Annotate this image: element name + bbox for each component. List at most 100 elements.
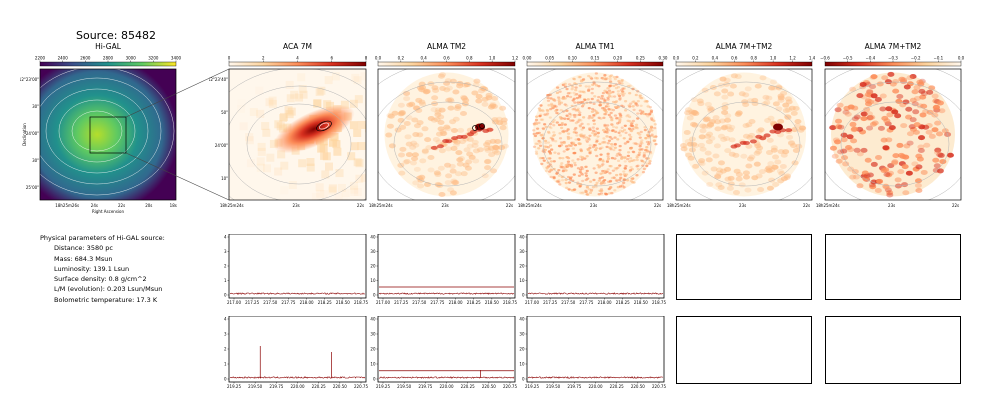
map-pixel: [928, 133, 936, 139]
map-pixel: [621, 94, 625, 97]
map-pixel: [541, 127, 545, 130]
map-pixel: [697, 101, 705, 107]
map-pixel: [863, 173, 871, 179]
map-pixel: [444, 180, 452, 186]
map-pixel: [562, 97, 566, 100]
map-pixel: [690, 109, 698, 115]
map-pixel: [720, 136, 728, 142]
map-pixel: [313, 99, 322, 108]
map-pixel: [546, 99, 551, 102]
map-pixel: [636, 99, 640, 103]
map-pixel: [938, 108, 946, 114]
map-pixel: [626, 119, 630, 122]
map-pixel: [606, 96, 610, 99]
map-pixel: [578, 75, 582, 79]
map-pixel: [549, 97, 553, 100]
map-pixel: [618, 129, 623, 132]
map-contour: [40, 69, 175, 196]
map-pixel: [680, 146, 688, 152]
map-pixel: [721, 88, 729, 94]
map-pixel: [416, 120, 424, 126]
map-pixel: [563, 82, 567, 86]
map-pixel: [594, 76, 598, 80]
map-pixel: [615, 154, 619, 157]
x-tick-label: 18h25m24s: [816, 203, 840, 208]
map-pixel: [638, 145, 642, 148]
map-pixel: [287, 107, 296, 116]
map-pixel: [620, 78, 624, 82]
map-pixel: [896, 142, 904, 148]
map-pixel: [709, 119, 717, 125]
map-pixel: [628, 160, 632, 163]
spectrum-frame: [377, 316, 516, 383]
map-pixel: [844, 111, 852, 117]
map-pixel: [609, 186, 613, 189]
map-pixel: [634, 102, 638, 105]
map-pixel: [742, 92, 750, 98]
map-pixel: [628, 169, 633, 172]
spectrum-line: [527, 292, 664, 295]
map-contour: [825, 81, 961, 200]
map-pixel: [590, 77, 594, 80]
map-pixel: [539, 118, 543, 121]
map-pixel: [610, 123, 614, 127]
map-pixel: [600, 181, 604, 184]
x-tick-label: 217.25: [543, 300, 557, 305]
map-pixel: [435, 131, 443, 137]
map-pixel: [445, 85, 453, 91]
map-pixel: [765, 165, 773, 171]
map-pixel: [717, 184, 725, 190]
colorbar-tick-label: 2400: [58, 56, 69, 61]
map-pixel: [842, 161, 850, 167]
y-tick-label: 40: [370, 234, 376, 239]
map-pixel: [331, 72, 340, 81]
map-pixel: [460, 171, 468, 177]
map-pixel: [916, 156, 924, 162]
map-pixel: [916, 103, 924, 109]
map-pixel: [578, 96, 582, 99]
map-pixel: [581, 191, 585, 194]
x-tick-label: 23s: [739, 203, 746, 208]
map-pixel: [398, 152, 406, 158]
map-pixel: [560, 179, 565, 182]
x-tick-label: 219.75: [418, 384, 432, 389]
colorbar-tick-label: 1.0: [770, 56, 777, 61]
map-pixel: [279, 112, 288, 121]
y-tick-label: 3: [224, 331, 227, 336]
map-pixel: [629, 102, 633, 105]
map-pixel: [566, 164, 570, 168]
map-pixel: [706, 181, 714, 187]
map-pixel: [859, 81, 867, 87]
map-pixel: [608, 135, 612, 139]
map-pixel: [544, 169, 549, 173]
map-pixel: [622, 128, 627, 132]
map-pixel: [594, 171, 598, 174]
map-pixel: [632, 100, 636, 103]
map-contour: [40, 77, 162, 185]
map-pixel: [537, 107, 541, 110]
map-pixel: [870, 93, 878, 99]
x-tick-label: 18h25m24s: [220, 203, 244, 208]
x-axis-label: Right Ascension: [92, 209, 124, 214]
y-tick-label: 0: [522, 376, 525, 381]
map-pixel: [573, 93, 577, 97]
map-pixel: [931, 127, 939, 133]
map-pixel: [572, 78, 577, 81]
map-pixel: [453, 105, 461, 111]
map-pixel: [610, 191, 614, 195]
empty-spectrum-box: [676, 316, 812, 384]
map-pixel: [642, 151, 646, 155]
y-tick-label: 25'00": [26, 185, 39, 190]
map-pixel: [767, 161, 775, 167]
map-pixel: [646, 105, 650, 108]
map-pixel: [576, 101, 580, 104]
map-pixel: [579, 148, 583, 151]
map-pixel: [616, 86, 620, 89]
map-pixel: [357, 142, 366, 151]
map-pixel: [622, 186, 626, 189]
map-pixel: [714, 119, 722, 125]
map-pixel: [614, 117, 619, 120]
map-pixel: [449, 78, 457, 84]
map-pixel: [622, 170, 626, 173]
map-pixel: [701, 170, 709, 176]
